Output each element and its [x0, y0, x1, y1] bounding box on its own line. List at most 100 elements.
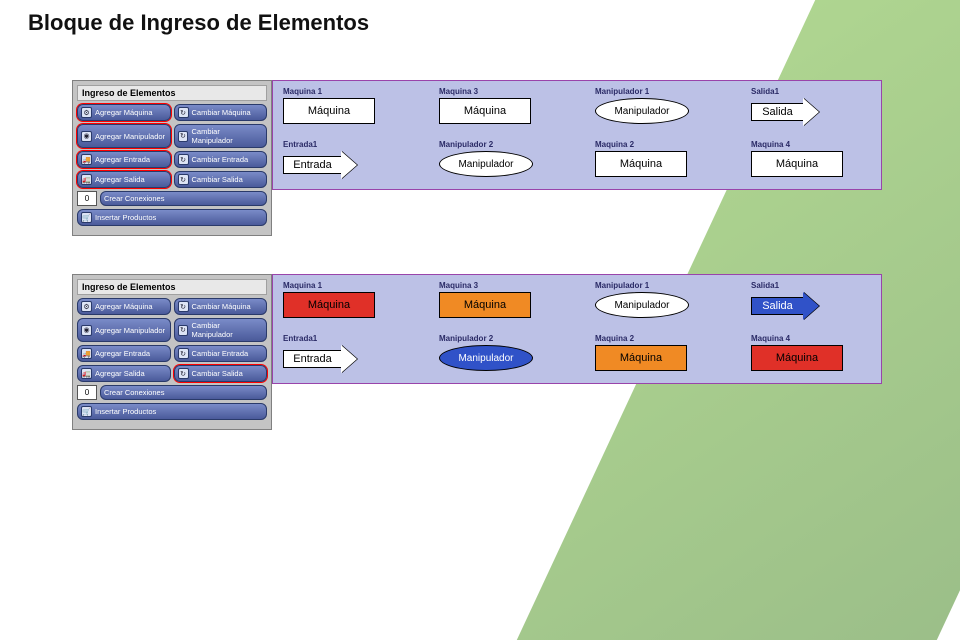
btn-label: Crear Conexiones [104, 388, 164, 397]
count-field[interactable]: 0 [77, 191, 97, 206]
manipulator-node[interactable]: Manipulador [439, 345, 533, 371]
refresh-icon: ↻ [178, 131, 189, 142]
add-icon: ⚙ [81, 301, 92, 312]
diagram-cell: Maquina 4 Máquina [751, 140, 871, 179]
diagram-canvas: Maquina 1 Máquina Maquina 3 Máquina Mani… [272, 80, 882, 190]
cart-icon: 🛒 [81, 212, 92, 223]
refresh-icon: ↻ [178, 368, 189, 379]
toolbox-btn-change-1[interactable]: ↻ Cambiar Manipulador [174, 124, 268, 148]
btn-label: Agregar Manipulador [95, 132, 165, 141]
diagram-cell: Entrada1 Entrada [283, 334, 403, 373]
toolbox-btn-change-3[interactable]: ↻ Cambiar Salida [174, 171, 268, 188]
diagram-canvas: Maquina 1 Máquina Maquina 3 Máquina Mani… [272, 274, 882, 384]
cart-icon: 🛒 [81, 406, 92, 417]
toolbox-btn-add-3[interactable]: 🚛 Agregar Salida [77, 365, 171, 382]
toolbox-btn-change-1[interactable]: ↻ Cambiar Manipulador [174, 318, 268, 342]
diagram-cell: Salida1 Salida [751, 87, 871, 126]
toolbox-btn-change-2[interactable]: ↻ Cambiar Entrada [174, 345, 268, 362]
machine-node[interactable]: Máquina [283, 98, 375, 124]
toolbox-btn-connections[interactable]: Crear Conexiones [100, 191, 267, 206]
toolbox-btn-add-1[interactable]: ◉ Agregar Manipulador [77, 124, 171, 148]
btn-label: Cambiar Entrada [192, 349, 249, 358]
refresh-icon: ↻ [178, 325, 189, 336]
diagram-cell: Maquina 1 Máquina [283, 87, 403, 126]
diagram-cell: Maquina 4 Máquina [751, 334, 871, 373]
exit-arrow[interactable]: Salida [751, 292, 819, 320]
node-caption: Maquina 1 [283, 281, 322, 290]
toolbox-btn-add-2[interactable]: 🚚 Agregar Entrada [77, 151, 171, 168]
btn-label: Cambiar Salida [192, 369, 243, 378]
entry-arrow[interactable]: Entrada [283, 345, 357, 373]
btn-label: Agregar Salida [95, 175, 145, 184]
node-caption: Manipulador 2 [439, 334, 493, 343]
toolbox-btn-insert-products[interactable]: 🛒 Insertar Productos [77, 209, 267, 226]
btn-label: Cambiar Máquina [192, 302, 251, 311]
btn-label: Insertar Productos [95, 213, 156, 222]
toolbox-btn-add-0[interactable]: ⚙ Agregar Máquina [77, 104, 171, 121]
toolbox-btn-connections[interactable]: Crear Conexiones [100, 385, 267, 400]
btn-label: Insertar Productos [95, 407, 156, 416]
diagram-cell: Maquina 2 Máquina [595, 140, 715, 179]
diagram-cell: Manipulador 2 Manipulador [439, 140, 559, 179]
toolbox-btn-change-0[interactable]: ↻ Cambiar Máquina [174, 298, 268, 315]
machine-node[interactable]: Máquina [283, 292, 375, 318]
machine-node[interactable]: Máquina [439, 98, 531, 124]
toolbox-btn-add-2[interactable]: 🚚 Agregar Entrada [77, 345, 171, 362]
diagram-cell: Maquina 2 Máquina [595, 334, 715, 373]
node-caption: Manipulador 1 [595, 87, 649, 96]
machine-node[interactable]: Máquina [595, 345, 687, 371]
node-caption: Entrada1 [283, 140, 317, 149]
node-caption: Maquina 2 [595, 334, 634, 343]
node-caption: Salida1 [751, 87, 779, 96]
btn-label: Agregar Máquina [95, 108, 153, 117]
count-field[interactable]: 0 [77, 385, 97, 400]
toolbox-panel: Ingreso de Elementos ⚙ Agregar Máquina ↻… [72, 80, 272, 236]
node-caption: Manipulador 1 [595, 281, 649, 290]
toolbox-btn-add-3[interactable]: 🚛 Agregar Salida [77, 171, 171, 188]
btn-label: Agregar Salida [95, 369, 145, 378]
toolbox-btn-add-1[interactable]: ◉ Agregar Manipulador [77, 318, 171, 342]
toolbox-btn-change-3[interactable]: ↻ Cambiar Salida [174, 365, 268, 382]
node-caption: Manipulador 2 [439, 140, 493, 149]
example-row: Ingreso de Elementos ⚙ Agregar Máquina ↻… [72, 274, 882, 430]
toolbox-btn-add-0[interactable]: ⚙ Agregar Máquina [77, 298, 171, 315]
entry-arrow[interactable]: Entrada [283, 151, 357, 179]
toolbox-title: Ingreso de Elementos [77, 85, 267, 101]
add-icon: ◉ [81, 325, 92, 336]
toolbox-panel: Ingreso de Elementos ⚙ Agregar Máquina ↻… [72, 274, 272, 430]
toolbox-btn-change-0[interactable]: ↻ Cambiar Máquina [174, 104, 268, 121]
page-title: Bloque de Ingreso de Elementos [28, 10, 369, 36]
toolbox-btn-insert-products[interactable]: 🛒 Insertar Productos [77, 403, 267, 420]
add-icon: 🚛 [81, 368, 92, 379]
manipulator-node[interactable]: Manipulador [439, 151, 533, 177]
btn-label: Cambiar Salida [192, 175, 243, 184]
example-row: Ingreso de Elementos ⚙ Agregar Máquina ↻… [72, 80, 882, 236]
diagram-cell: Manipulador 2 Manipulador [439, 334, 559, 373]
machine-node[interactable]: Máquina [439, 292, 531, 318]
machine-node[interactable]: Máquina [751, 151, 843, 177]
diagram-cell: Entrada1 Entrada [283, 140, 403, 179]
node-caption: Salida1 [751, 281, 779, 290]
btn-label: Agregar Entrada [95, 349, 150, 358]
diagram-cell: Maquina 1 Máquina [283, 281, 403, 320]
refresh-icon: ↻ [178, 348, 189, 359]
exit-arrow[interactable]: Salida [751, 98, 819, 126]
machine-node[interactable]: Máquina [751, 345, 843, 371]
manipulator-node[interactable]: Manipulador [595, 98, 689, 124]
btn-label: Cambiar Manipulador [191, 127, 263, 145]
node-caption: Maquina 3 [439, 281, 478, 290]
add-icon: 🚚 [81, 154, 92, 165]
diagram-cell: Manipulador 1 Manipulador [595, 87, 715, 126]
diagram-cell: Manipulador 1 Manipulador [595, 281, 715, 320]
machine-node[interactable]: Máquina [595, 151, 687, 177]
add-icon: ⚙ [81, 107, 92, 118]
add-icon: 🚚 [81, 348, 92, 359]
node-caption: Maquina 4 [751, 334, 790, 343]
manipulator-node[interactable]: Manipulador [595, 292, 689, 318]
add-icon: ◉ [81, 131, 92, 142]
btn-label: Cambiar Entrada [192, 155, 249, 164]
add-icon: 🚛 [81, 174, 92, 185]
toolbox-title: Ingreso de Elementos [77, 279, 267, 295]
toolbox-btn-change-2[interactable]: ↻ Cambiar Entrada [174, 151, 268, 168]
diagram-cell: Maquina 3 Máquina [439, 281, 559, 320]
